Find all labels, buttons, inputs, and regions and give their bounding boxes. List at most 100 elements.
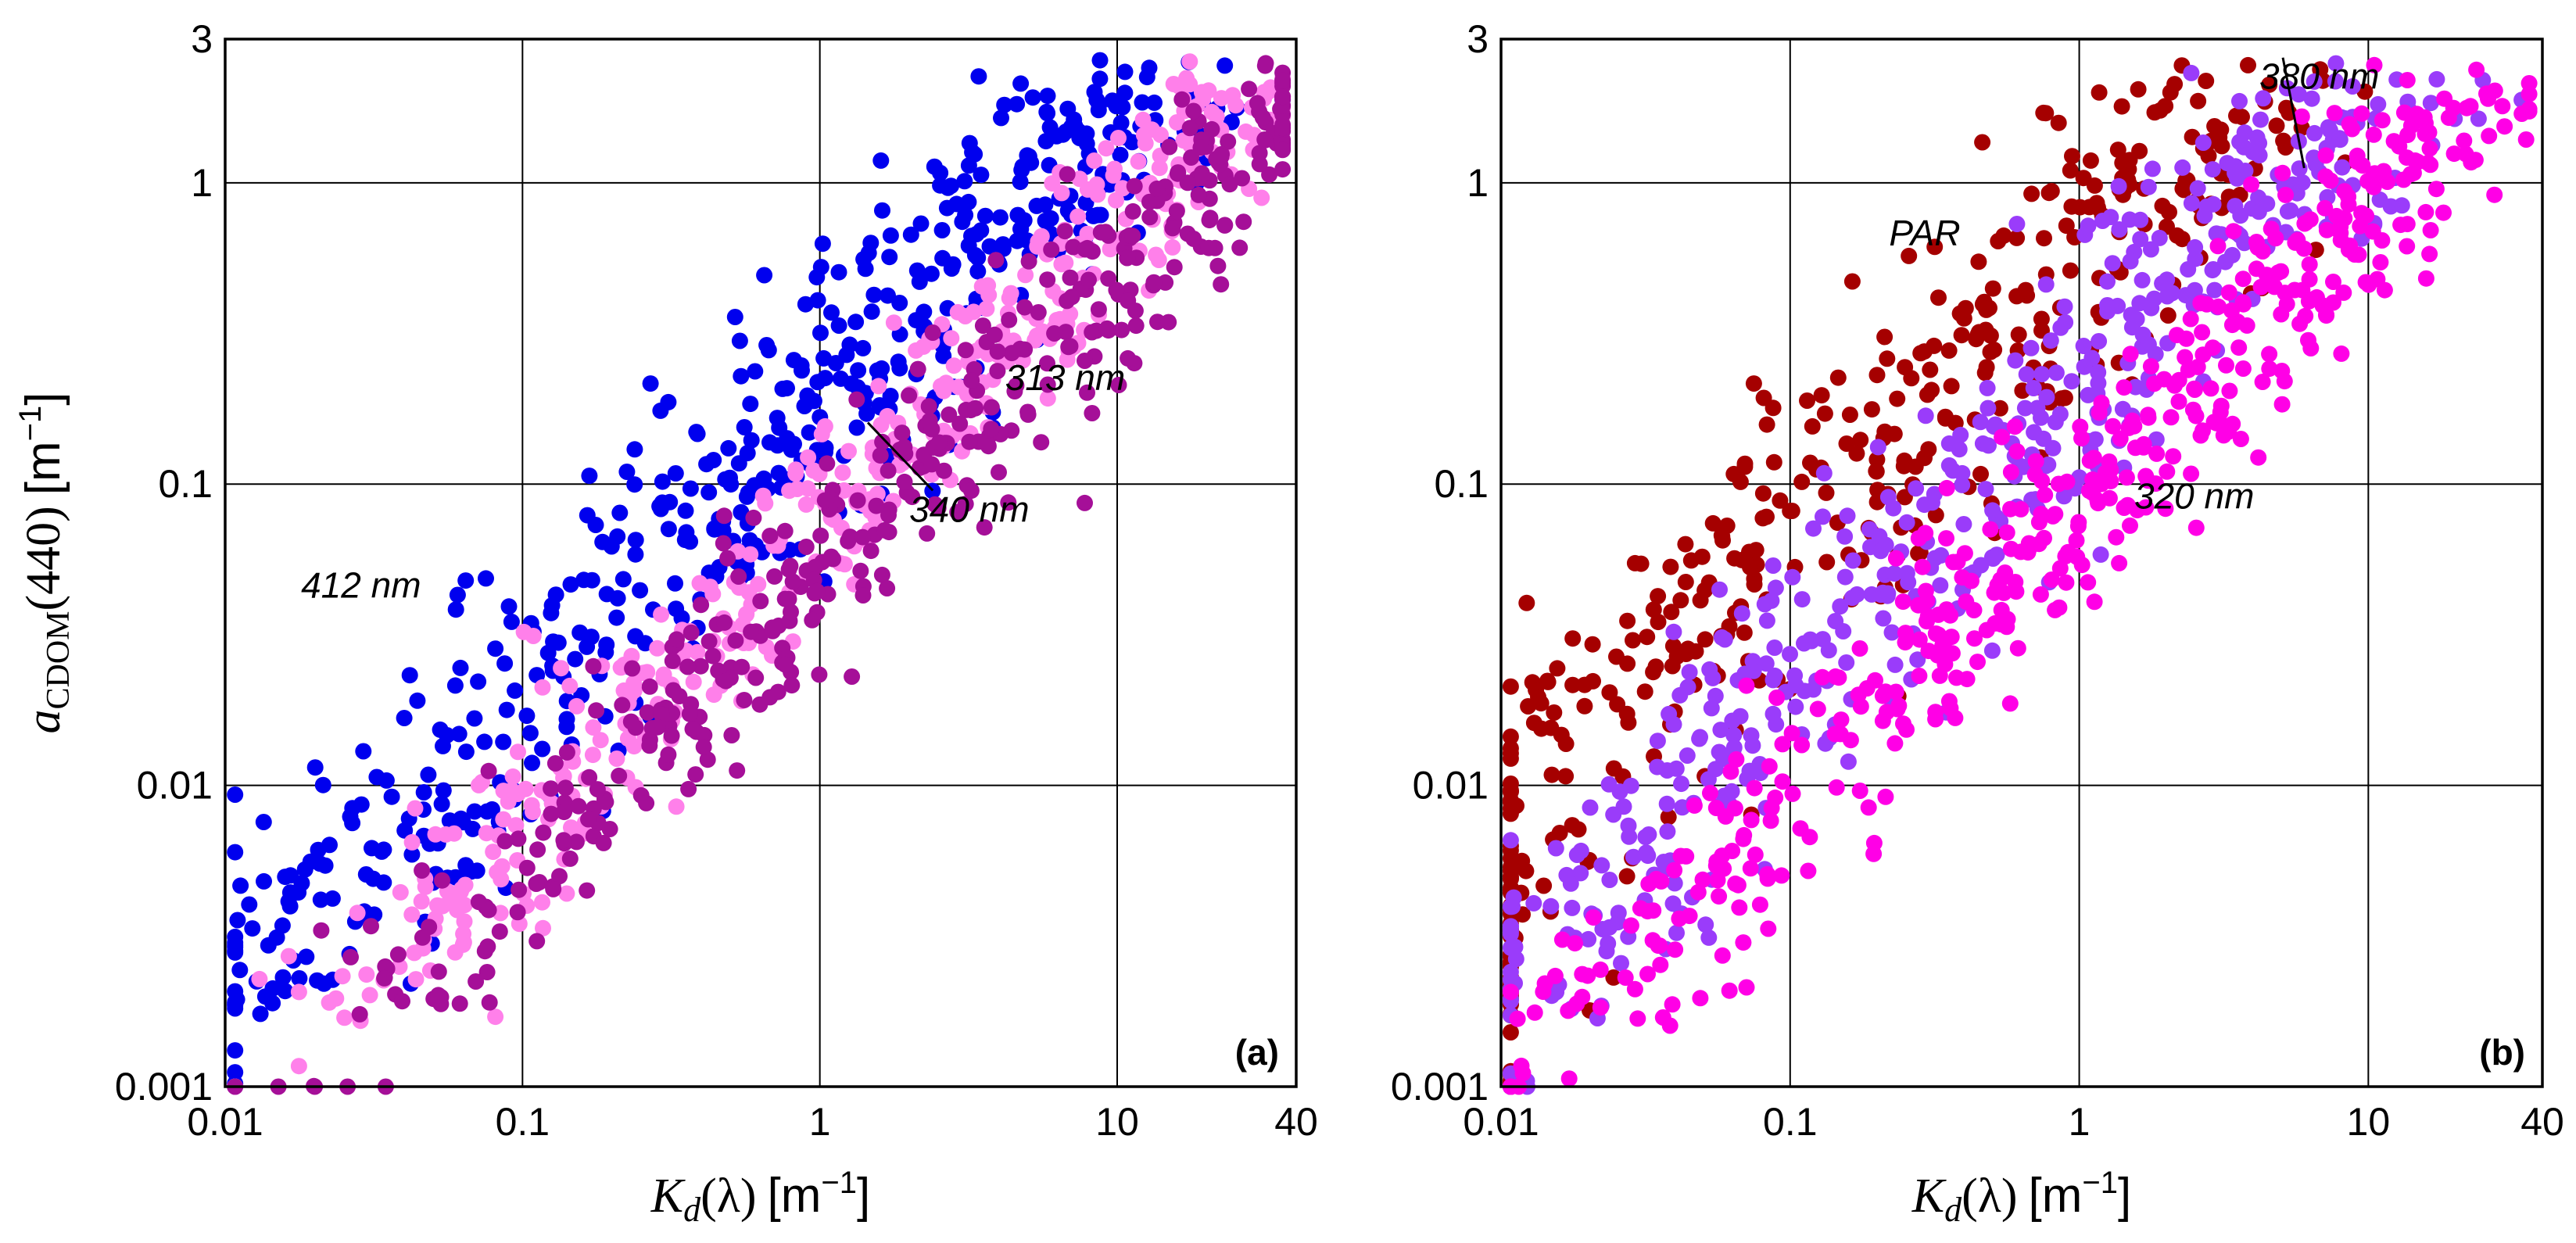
data-point (2166, 76, 2184, 93)
data-point (2037, 486, 2054, 503)
data-point (1625, 848, 1642, 865)
data-point (740, 484, 757, 501)
data-point (1502, 971, 1519, 988)
data-point (1840, 753, 1857, 770)
data-point (336, 1009, 353, 1026)
data-point (1738, 979, 1755, 996)
x-tick-label: 0.01 (1463, 1100, 1539, 1144)
data-point (1557, 768, 1575, 785)
data-point (1116, 84, 1134, 102)
x-label-symbol: K (650, 1170, 686, 1223)
data-point (2162, 409, 2180, 426)
data-point (311, 855, 328, 872)
data-point (1696, 582, 1714, 599)
data-point (1622, 917, 1639, 934)
data-point (2146, 290, 2162, 307)
data-point (668, 798, 685, 815)
series-313-nm (227, 55, 1292, 1095)
data-point (973, 222, 990, 239)
data-point (896, 473, 913, 490)
data-point (632, 582, 649, 599)
x-tick-label: 40 (1274, 1100, 1318, 1144)
data-point (2073, 430, 2090, 447)
data-point (812, 527, 829, 544)
data-point (720, 439, 737, 457)
data-point (2113, 98, 2130, 115)
data-point (1954, 464, 1971, 482)
data-point (1127, 317, 1145, 335)
data-point (1130, 153, 1147, 170)
data-point (743, 623, 760, 640)
data-point (736, 419, 753, 435)
data-point (1743, 811, 1760, 829)
data-point (614, 571, 632, 588)
data-point (1700, 929, 1718, 946)
data-point (626, 441, 643, 458)
data-point (509, 786, 526, 802)
data-point (854, 587, 872, 604)
data-point (1636, 683, 1653, 700)
data-point (1610, 904, 1627, 922)
data-point (403, 846, 421, 863)
data-point (777, 656, 794, 673)
data-point (1742, 860, 1759, 877)
data-point (361, 987, 378, 1004)
data-point (957, 342, 974, 359)
data-point (2173, 231, 2191, 248)
data-point (495, 783, 512, 800)
data-point (1098, 140, 1115, 157)
data-point (518, 707, 536, 725)
data-point (1126, 177, 1143, 195)
data-point (1213, 276, 1230, 293)
data-point (1815, 508, 1831, 525)
data-point (682, 480, 699, 497)
data-point (1585, 909, 1602, 926)
data-point (785, 352, 802, 369)
data-point (321, 836, 338, 854)
data-point (1006, 383, 1023, 399)
data-point (783, 604, 799, 621)
data-point (729, 762, 746, 779)
data-point (2116, 379, 2133, 396)
data-point (1826, 725, 1843, 743)
data-point (1714, 947, 1731, 964)
data-point (1879, 489, 1897, 506)
data-point (1539, 673, 1557, 690)
data-point (2374, 112, 2391, 129)
data-point (1816, 405, 1833, 422)
data-point (1903, 370, 1920, 387)
data-point (660, 521, 677, 538)
data-point (691, 575, 708, 592)
data-point (232, 877, 249, 894)
data-point (1009, 95, 1026, 113)
data-point (671, 688, 688, 704)
data-point (2134, 271, 2151, 288)
data-point (2131, 295, 2148, 312)
data-point (2187, 407, 2205, 424)
data-point (733, 367, 750, 385)
data-point (1843, 589, 1861, 607)
data-point (1071, 170, 1088, 188)
data-point (638, 794, 655, 811)
data-point (1969, 654, 1986, 671)
data-point (660, 746, 677, 763)
data-point (1057, 254, 1074, 271)
data-point (739, 445, 756, 462)
data-point (1661, 705, 1678, 722)
data-point (227, 1064, 244, 1081)
data-point (1707, 800, 1725, 816)
data-point (1865, 834, 1883, 851)
data-point (641, 678, 658, 695)
data-point (2240, 56, 2256, 73)
data-point (1711, 581, 1728, 598)
data-point (1768, 690, 1786, 706)
data-point (1274, 88, 1292, 106)
x-label-unit: [m (2029, 1169, 2083, 1223)
data-point (1704, 669, 1722, 686)
series-annotation: 313 nm (1005, 357, 1125, 398)
data-point (2063, 373, 2080, 390)
data-point (639, 704, 656, 721)
data-point (1574, 965, 1591, 983)
data-point (2122, 346, 2139, 363)
data-point (1502, 1024, 1519, 1041)
